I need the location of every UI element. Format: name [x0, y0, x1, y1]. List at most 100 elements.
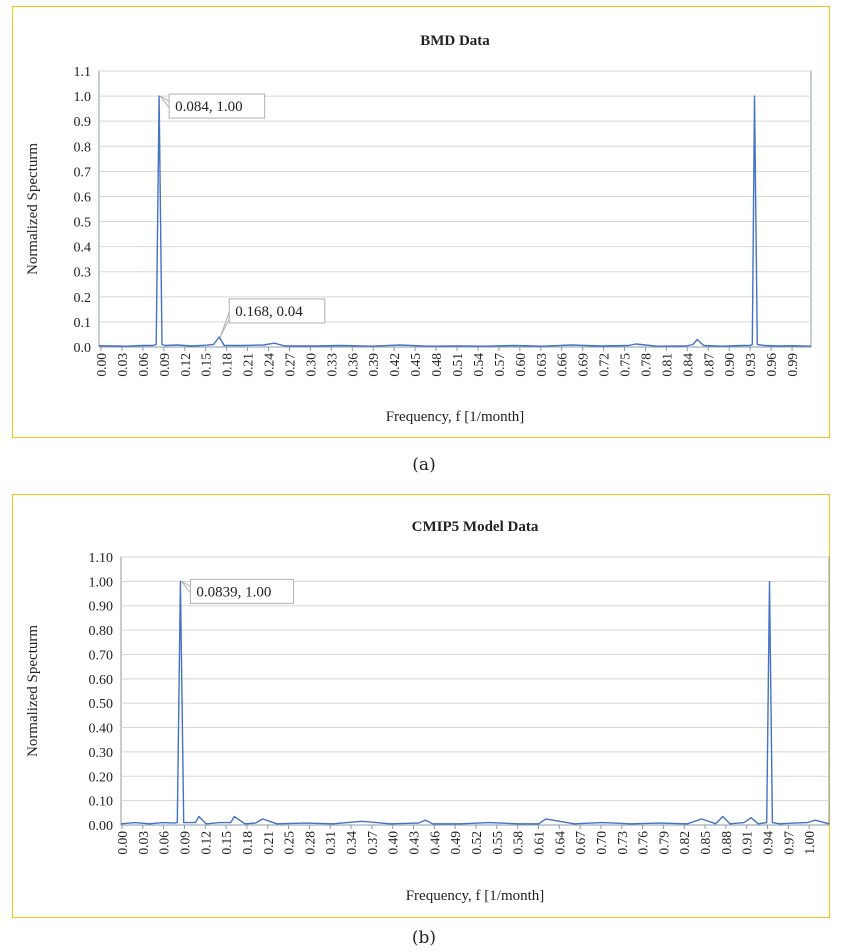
x-tick-label: 0.36	[345, 353, 360, 377]
x-tick-label: 0.82	[677, 831, 692, 855]
annotation-label: 0.084, 1.00	[175, 99, 243, 115]
x-tick-label: 0.58	[511, 831, 526, 855]
y-tick-label: 1.00	[89, 575, 114, 590]
y-tick-label: 0.40	[89, 722, 114, 737]
annotation-label: 0.0839, 1.00	[196, 584, 271, 600]
caption-a: (a)	[412, 455, 436, 475]
x-tick-label: 0.90	[722, 353, 737, 377]
x-tick-label: 0.72	[597, 353, 612, 377]
x-tick-label: 0.42	[387, 353, 402, 377]
x-tick-label: 0.84	[680, 353, 695, 377]
x-tick-label: 0.33	[324, 353, 339, 377]
x-tick-label: 0.27	[282, 353, 297, 377]
x-tick-label: 0.70	[594, 831, 609, 855]
x-tick-label: 0.46	[427, 831, 442, 855]
y-tick-label: 0.8	[74, 140, 92, 155]
x-axis-label: Frequency, f [1/month]	[406, 888, 545, 904]
x-tick-label: 0.54	[471, 353, 486, 377]
x-tick-label: 0.40	[386, 831, 401, 855]
x-tick-label: 0.94	[761, 831, 776, 855]
y-tick-label: 0.5	[74, 216, 92, 231]
x-tick-label: 0.99	[785, 353, 800, 377]
x-tick-label: 0.97	[781, 831, 796, 855]
x-tick-label: 0.51	[450, 353, 465, 377]
x-tick-label: 0.48	[429, 353, 444, 377]
annotation-box	[228, 298, 326, 324]
x-tick-label: 1.00	[802, 831, 817, 855]
x-tick-label: 0.73	[615, 831, 630, 855]
series-line	[98, 95, 812, 347]
x-tick-label: 0.64	[552, 831, 567, 855]
x-tick-label: 0.49	[448, 831, 463, 855]
y-tick-label: 0.4	[74, 241, 92, 256]
x-tick-label: 0.79	[656, 831, 671, 855]
annotation-box	[168, 93, 266, 119]
y-tick-label: 0.30	[89, 746, 114, 761]
y-tick-label: 0.7	[74, 165, 92, 180]
y-tick-label: 1.10	[89, 551, 114, 566]
x-tick-label: 0.87	[701, 353, 716, 377]
x-tick-label: 0.06	[136, 353, 151, 377]
x-tick-label: 0.03	[115, 353, 130, 377]
x-tick-label: 0.12	[198, 831, 213, 855]
chart-panel-a: BMD Data 0.0 0.1 0.2 0.3 0.4 0.5 0.6 0.7 0.8 0.9 1.…	[12, 6, 830, 438]
x-tick-label: 0.00	[115, 831, 130, 855]
x-tick-label: 0.31	[323, 831, 338, 855]
x-tick-label: 0.43	[407, 831, 422, 855]
x-tick-label: 0.57	[492, 353, 507, 377]
y-tick-label: 0.80	[89, 624, 114, 639]
x-tick-label: 0.61	[531, 831, 546, 855]
chart-b-svg: CMIP5 Model Data 0.00 0.10 0.20 0.30 0.40 0.50…	[25, 519, 830, 904]
chart-title: CMIP5 Model Data	[412, 519, 539, 535]
x-tick-label: 0.09	[157, 353, 172, 377]
y-tick-label: 0.20	[89, 770, 114, 785]
x-tick-label: 0.37	[365, 831, 380, 855]
x-axis-label: Frequency, f [1/month]	[386, 409, 525, 425]
y-tick-label: 0.70	[89, 648, 114, 663]
x-tick-label: 0.55	[490, 831, 505, 855]
x-tick-label: 0.45	[408, 353, 423, 377]
x-tick-label: 0.09	[177, 831, 192, 855]
chart-panel-b: CMIP5 Model Data 0.00 0.10 0.20 0.30 0.40 0.50…	[12, 494, 830, 918]
x-tick-label: 0.06	[157, 831, 172, 855]
caption-b: (b)	[411, 928, 437, 948]
x-tick-label: 0.96	[764, 353, 779, 377]
y-tick-label: 1.1	[74, 65, 92, 80]
x-tick-label: 0.12	[178, 353, 193, 377]
y-tick-label: 0.50	[89, 697, 114, 712]
x-tick-label: 0.00	[94, 353, 109, 377]
annotation-label: 0.168, 0.04	[235, 304, 303, 320]
y-tick-label: 0.10	[89, 795, 114, 810]
x-tick-label: 0.52	[469, 831, 484, 855]
x-tick-label: 0.21	[261, 831, 276, 855]
x-tick-label: 0.78	[638, 353, 653, 377]
y-tick-label: 0.1	[74, 316, 92, 331]
annotation-box	[189, 578, 295, 604]
x-tick-label: 0.66	[555, 353, 570, 377]
x-tick-label: 0.60	[513, 353, 528, 377]
x-tick-label: 0.28	[302, 831, 317, 855]
x-tick-label: 0.75	[618, 353, 633, 377]
x-tick-label: 0.30	[303, 353, 318, 377]
chart-a-svg: BMD Data 0.0 0.1 0.2 0.3 0.4 0.5 0.6 0.7 0.8 0.9 1.…	[25, 33, 812, 425]
x-tick-label: 0.15	[199, 353, 214, 377]
x-tick-label: 0.63	[534, 353, 549, 377]
y-tick-label: 0.90	[89, 600, 114, 615]
x-tick-label: 0.81	[659, 353, 674, 377]
x-tick-label: 0.18	[220, 353, 235, 377]
x-tick-label: 0.18	[240, 831, 255, 855]
x-tick-label: 0.34	[344, 831, 359, 855]
x-tick-label: 0.15	[219, 831, 234, 855]
x-tick-label: 0.25	[282, 831, 297, 855]
x-tick-label: 0.91	[740, 831, 755, 855]
y-tick-label: 0.9	[74, 115, 92, 130]
x-tick-label: 0.67	[573, 831, 588, 855]
y-tick-label: 0.3	[74, 266, 92, 281]
y-tick-label: 0.60	[89, 673, 114, 688]
x-tick-label: 0.39	[366, 353, 381, 377]
y-tick-label: 0.0	[74, 341, 92, 356]
y-axis-label: Normalized Specturm	[25, 143, 41, 275]
y-tick-label: 0.2	[74, 291, 92, 306]
y-axis-label: Normalized Specturm	[25, 625, 41, 757]
x-tick-label: 0.93	[743, 353, 758, 377]
